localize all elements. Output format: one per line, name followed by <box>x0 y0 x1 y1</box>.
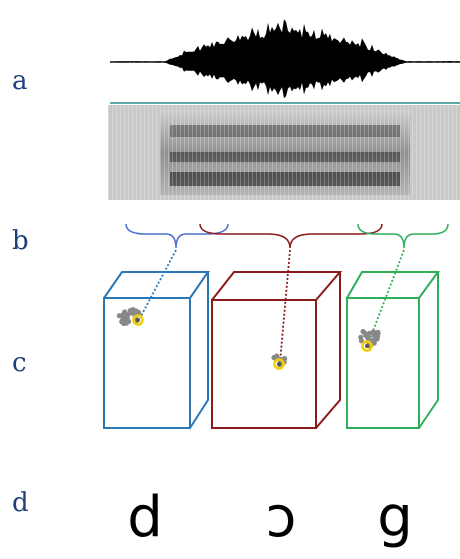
phoneme-g: g <box>377 485 413 550</box>
connector-2 <box>279 249 291 363</box>
row-label-b: b <box>12 226 29 256</box>
cluster-centroid <box>361 340 373 352</box>
cluster-point <box>271 355 277 361</box>
cluster-centroid <box>273 358 285 370</box>
cluster-point <box>366 330 372 336</box>
cluster-point <box>123 320 129 326</box>
clusters <box>116 307 381 370</box>
embedding-box-2 <box>211 271 343 429</box>
connector-3 <box>367 249 405 345</box>
brace-segment-3 <box>357 223 449 249</box>
cluster-point <box>127 308 133 314</box>
spectrogram <box>108 105 460 200</box>
brace-segment-1 <box>125 223 229 249</box>
embedding-box-3 <box>346 271 440 429</box>
cluster-centroid-core <box>277 362 281 366</box>
cluster-point <box>124 314 130 320</box>
cluster-point <box>136 309 142 316</box>
cluster-centroid-core <box>365 344 369 348</box>
row-label-d: d <box>12 488 29 518</box>
row-label-c: c <box>12 348 27 378</box>
cluster-centroid-core <box>136 318 140 322</box>
cluster-point <box>370 329 376 335</box>
phoneme-open-o: ɔ <box>265 485 297 550</box>
cluster-point <box>375 329 381 335</box>
phoneme-d: d <box>127 485 163 550</box>
cluster-point <box>282 355 288 362</box>
cluster-point <box>360 328 366 335</box>
cluster-centroid <box>132 314 144 326</box>
cluster-point <box>358 334 364 340</box>
embedding-box-1 <box>103 271 210 429</box>
row-label-a: a <box>12 66 28 96</box>
waveform <box>110 19 460 99</box>
cluster-point <box>116 313 122 319</box>
connector-1 <box>139 249 177 319</box>
cluster-point <box>120 312 126 318</box>
